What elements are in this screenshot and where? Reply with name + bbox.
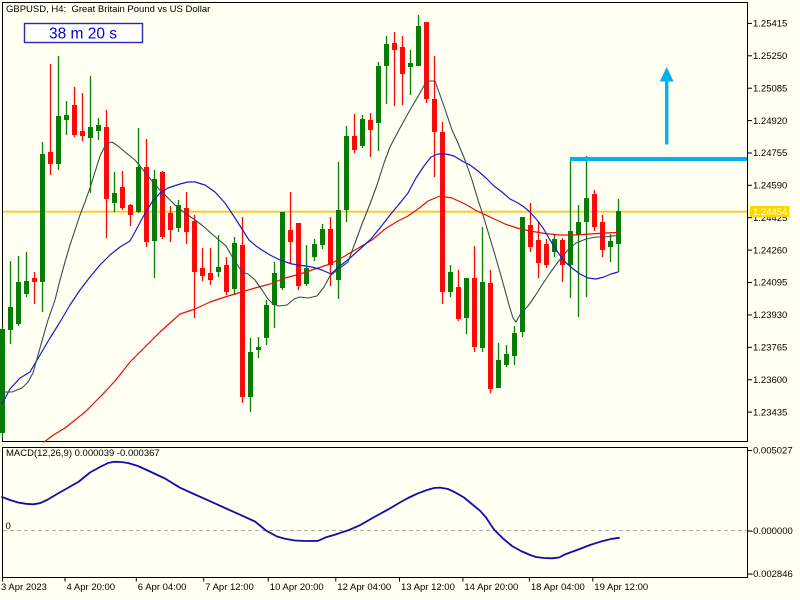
svg-text:7 Apr 12:00: 7 Apr 12:00 (205, 582, 254, 593)
svg-text:10 Apr 20:00: 10 Apr 20:00 (270, 582, 324, 593)
svg-text:1.23930: 1.23930 (753, 310, 787, 321)
svg-text:1.25415: 1.25415 (753, 19, 787, 30)
svg-text:1.24755: 1.24755 (753, 148, 787, 159)
svg-text:4 Apr 20:00: 4 Apr 20:00 (67, 582, 116, 593)
svg-text:12 Apr 04:00: 12 Apr 04:00 (337, 582, 391, 593)
svg-text:1.24590: 1.24590 (753, 181, 787, 192)
svg-text:1.25250: 1.25250 (753, 51, 787, 62)
svg-text:1.23765: 1.23765 (753, 343, 787, 354)
svg-text:1.24095: 1.24095 (753, 278, 787, 289)
svg-text:1.24425: 1.24425 (753, 213, 787, 224)
svg-text:GBPUSD, H4: Great Britain Pou: GBPUSD, H4: Great Britain Pound vs US Do… (6, 4, 210, 15)
svg-text:6 Apr 04:00: 6 Apr 04:00 (138, 582, 187, 593)
svg-text:19 Apr 12:00: 19 Apr 12:00 (594, 582, 648, 593)
svg-text:18 Apr 04:00: 18 Apr 04:00 (531, 582, 585, 593)
svg-text:38 m 20 s: 38 m 20 s (49, 26, 117, 43)
svg-text:-0.000000: -0.000000 (750, 526, 793, 537)
svg-text:-0.002846: -0.002846 (750, 569, 793, 580)
svg-text:1.24260: 1.24260 (753, 245, 787, 256)
svg-text:0.005027: 0.005027 (753, 446, 793, 457)
svg-text:1.23435: 1.23435 (753, 407, 787, 418)
svg-text:1.23600: 1.23600 (753, 375, 787, 386)
svg-text:3 Apr 2023: 3 Apr 2023 (1, 582, 47, 593)
svg-text:1.24454: 1.24454 (753, 207, 787, 218)
svg-text:13 Apr 12:00: 13 Apr 12:00 (401, 582, 455, 593)
svg-text:14 Apr 20:00: 14 Apr 20:00 (464, 582, 518, 593)
svg-text:1.25085: 1.25085 (753, 83, 787, 94)
svg-text:0: 0 (6, 521, 11, 532)
svg-text:1.24920: 1.24920 (753, 116, 787, 127)
svg-text:MACD(12,26,9) 0.000039 -0.0003: MACD(12,26,9) 0.000039 -0.000367 (6, 448, 160, 459)
